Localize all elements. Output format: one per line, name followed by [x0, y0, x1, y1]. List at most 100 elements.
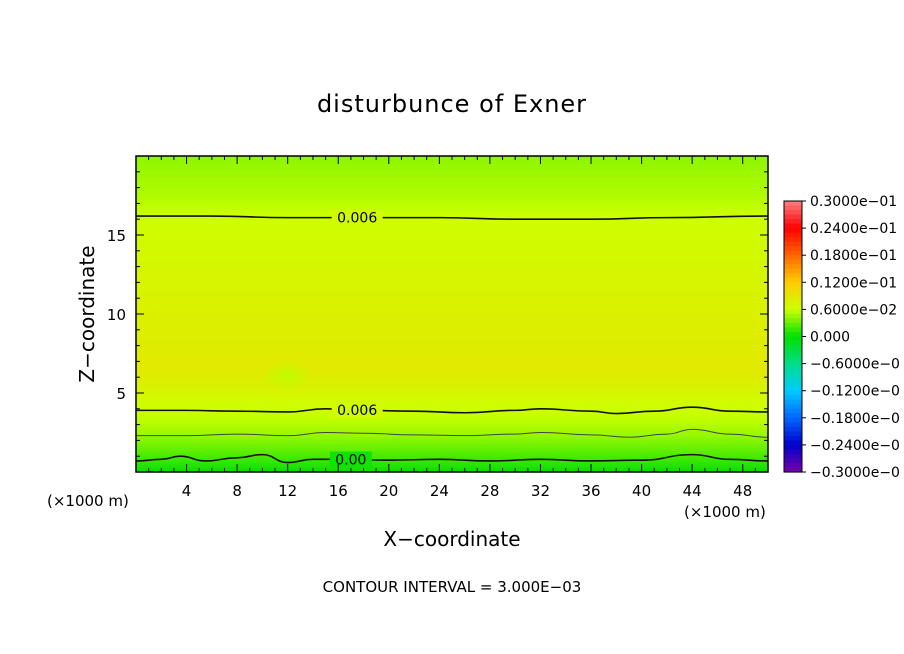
colorbar-swatch: [784, 246, 802, 252]
field-band: [136, 198, 768, 203]
field-band: [136, 429, 768, 433]
x-tick-label: 48: [733, 482, 752, 500]
field-band: [136, 349, 768, 355]
field-band: [136, 175, 768, 183]
colorbar-swatch: [784, 417, 802, 423]
contour-label: 0.006: [337, 403, 377, 419]
field-highlight: [261, 361, 314, 390]
x-tick-label: 4: [182, 482, 192, 500]
contour-labels: 0.006 0.006 0.00: [329, 209, 383, 469]
colorbar-swatch: [784, 268, 802, 274]
colorbar-swatch: [784, 237, 802, 243]
field-band: [136, 361, 768, 366]
field-band: [136, 427, 768, 431]
x-tick-label: 12: [278, 482, 297, 500]
field-band: [136, 460, 768, 464]
field-band: [136, 169, 768, 177]
field-band: [136, 162, 768, 170]
contour-interval-note: CONTOUR INTERVAL = 3.000E−03: [323, 578, 582, 596]
y-tick-label: 5: [116, 385, 126, 403]
field-band: [136, 445, 768, 449]
colorbar-swatch: [784, 354, 802, 360]
colorbar-label: 0.2400e−01: [810, 221, 897, 237]
field-band: [136, 314, 768, 323]
colorbar-swatch: [784, 381, 802, 387]
x-axis-label: X−coordinate: [383, 527, 520, 551]
field-band: [136, 369, 768, 373]
field-highlights: [261, 361, 314, 390]
y-axis-ticks: 5 10 15: [107, 155, 768, 473]
field-band: [136, 406, 768, 411]
colorbar-swatch: [784, 304, 802, 310]
field-band: [136, 274, 768, 283]
colorbar-swatch: [784, 453, 802, 460]
colorbar-swatch: [784, 309, 802, 315]
colorbar-swatch: [784, 210, 802, 216]
colorbar-swatch: [784, 286, 802, 292]
field-band: [136, 337, 768, 347]
colorbar-swatch: [784, 399, 802, 405]
colorbar-swatch: [784, 431, 802, 437]
field-band: [136, 464, 768, 468]
colorbar-swatch: [784, 214, 802, 220]
field-band: [136, 374, 768, 378]
field-band: [136, 421, 768, 425]
contour-line: [136, 215, 768, 221]
field-band: [136, 466, 768, 469]
field-band: [136, 250, 768, 260]
x-tick-label: 36: [581, 482, 600, 500]
field-band: [136, 410, 768, 413]
colorbar-swatch: [784, 462, 802, 469]
colorbar-swatch: [784, 390, 802, 396]
colorbar-swatch: [784, 377, 802, 383]
colorbar-swatch: [784, 273, 802, 279]
colorbar-swatch: [784, 201, 802, 207]
field-band: [136, 397, 768, 403]
field-band: [136, 443, 768, 447]
field-band: [136, 202, 768, 207]
colorbar-swatch: [784, 232, 802, 238]
field-band: [136, 209, 768, 214]
colorbar-swatch: [784, 228, 802, 234]
y-axis-label: Z−coordinate: [75, 245, 99, 382]
field-band: [136, 401, 768, 407]
field-band: [136, 266, 768, 276]
colorbar-label: −0.1200e−0: [810, 384, 900, 400]
contour-line: [136, 406, 768, 415]
colorbar-label: 0.1800e−01: [810, 248, 897, 264]
contour-label-bg: [329, 451, 372, 468]
colorbar-swatch: [784, 345, 802, 351]
colorbar-label: 0.000: [810, 330, 850, 346]
field-band: [136, 345, 768, 351]
colorbar-swatch: [784, 205, 802, 211]
colorbar-swatch: [784, 404, 802, 410]
contour-label-bg: [331, 209, 383, 226]
contour-label: 0.00: [335, 453, 366, 469]
colorbar-swatch: [784, 219, 802, 225]
field-band: [136, 419, 768, 423]
colorbar-swatch: [784, 327, 802, 333]
contour-line: [136, 428, 768, 438]
field-band: [136, 385, 768, 390]
colorbar-swatch: [784, 318, 802, 324]
field-fill: [136, 156, 768, 472]
field-band: [136, 221, 768, 229]
x-axis-ticks: 4 8 12 16 20 24 28 32 36 40 44 48: [135, 156, 769, 500]
field-band: [136, 441, 768, 445]
field-band: [136, 379, 768, 384]
contour-label: 0.006: [337, 211, 377, 227]
x-tick-label: 28: [480, 482, 499, 500]
field-band: [136, 448, 768, 452]
colorbar-label: −0.1800e−0: [810, 411, 900, 427]
colorbar-swatch: [784, 395, 802, 401]
field-band: [136, 290, 768, 299]
colorbar: 0.3000e−01 0.2400e−01 0.1800e−01 0.1200e−01…: [783, 194, 900, 481]
field-band: [136, 415, 768, 419]
x-tick-label: 32: [531, 482, 550, 500]
colorbar-swatch: [784, 322, 802, 329]
colorbar-label: −0.6000e−0: [810, 357, 900, 373]
field-band: [136, 188, 768, 197]
field-band: [136, 462, 768, 466]
colorbar-swatch: [784, 277, 802, 283]
